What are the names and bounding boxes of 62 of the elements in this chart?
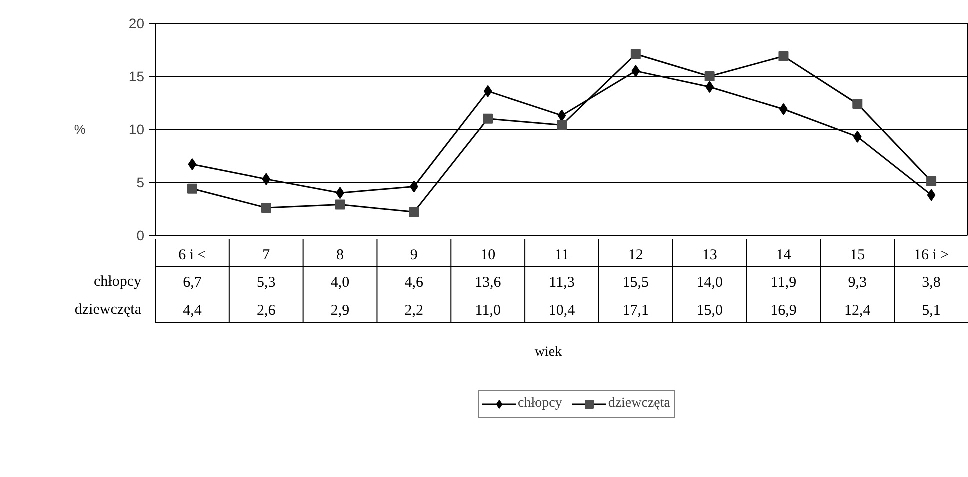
point — [630, 49, 641, 60]
y-tick-label: 0 — [136, 228, 145, 244]
point — [261, 202, 272, 213]
point — [632, 65, 640, 78]
point — [557, 120, 567, 130]
data-label: 9,3 — [848, 275, 868, 291]
point — [483, 114, 494, 124]
x-tick-label: 15 — [850, 248, 866, 264]
y-tick-label: 5 — [136, 174, 145, 190]
x-tick-label: 12 — [628, 248, 644, 264]
point — [262, 173, 271, 186]
x-tick-label: 16 i > — [914, 248, 950, 264]
point — [335, 200, 346, 210]
x-tick-label: 14 — [776, 248, 792, 264]
data-label: 11,0 — [475, 303, 501, 319]
point — [778, 51, 789, 62]
point — [484, 85, 492, 98]
legend-label: chłopcy — [518, 396, 562, 412]
data-label: 13,6 — [474, 275, 502, 291]
data-label: 14,0 — [696, 275, 723, 291]
point — [409, 207, 420, 218]
point — [558, 110, 566, 122]
data-label: 15,0 — [696, 303, 723, 319]
x-tick-label: 6 i < — [178, 248, 206, 264]
point — [187, 184, 198, 194]
text: dziewczęta — [74, 302, 142, 318]
x-tick-label: 9 — [410, 248, 418, 264]
data-label: 2,2 — [404, 303, 424, 319]
y-tick-label: 10 — [128, 122, 145, 138]
data-label: 4,6 — [404, 275, 424, 291]
data-label: 17,1 — [622, 303, 650, 319]
data-label: 2,9 — [330, 303, 350, 319]
x-tick-label: 8 — [336, 248, 344, 264]
data-label: 5,3 — [256, 275, 276, 291]
y-tick-label: 15 — [128, 68, 145, 84]
y-axis-title: % — [74, 122, 86, 137]
data-label: 12,4 — [844, 303, 872, 319]
data-label: 6,7 — [183, 275, 202, 291]
data-label: 15,5 — [622, 275, 650, 291]
text: wiek — [534, 345, 562, 360]
data-label: 11,9 — [770, 275, 797, 291]
data-label: 2,6 — [256, 303, 276, 319]
point — [853, 130, 862, 143]
y-tick-label: 20 — [128, 16, 145, 32]
x-tick-label: 11 — [554, 248, 570, 264]
data-label: 10,4 — [548, 303, 576, 319]
data-label: 5,1 — [922, 303, 941, 319]
data-label: 4,0 — [330, 275, 350, 291]
point — [927, 189, 936, 202]
legend-label: dziewczęta — [608, 396, 671, 412]
point — [852, 99, 863, 110]
data-label: 4,4 — [183, 303, 202, 319]
x-tick-label: 7 — [262, 248, 271, 264]
x-tick-label: 10 — [480, 248, 496, 264]
data-label: 3,8 — [922, 275, 941, 291]
x-tick-label: 13 — [702, 248, 718, 264]
text: chłopcy — [94, 274, 142, 290]
point — [926, 176, 937, 186]
point — [188, 158, 197, 170]
data-label: 11,3 — [549, 275, 575, 291]
data-label: 16,9 — [770, 303, 797, 319]
point — [704, 72, 715, 82]
